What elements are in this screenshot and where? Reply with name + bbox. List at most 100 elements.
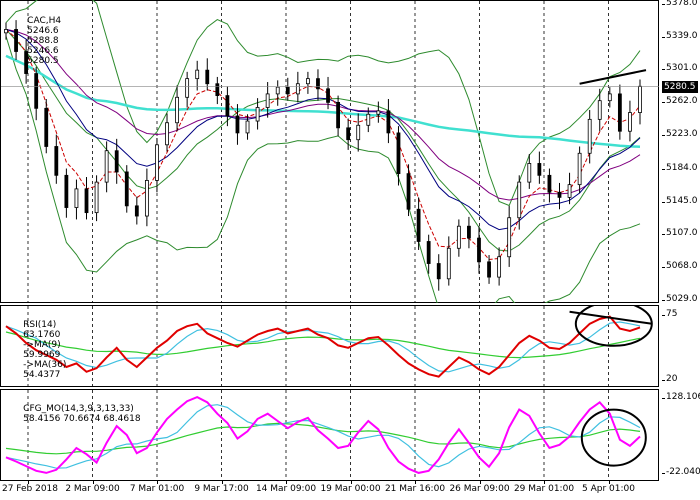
rsi-axis-label-high: 75 <box>666 309 678 319</box>
price-axis-tick <box>662 135 665 137</box>
candle-body <box>94 181 99 214</box>
rsi-axis-label-low: 20 <box>666 374 678 384</box>
candle-body <box>557 191 562 198</box>
candle-body <box>114 150 119 173</box>
candle-body <box>628 112 632 132</box>
time-axis-label: 26 Mar 09:00 <box>449 484 510 494</box>
price-axis-label: 5145.0 <box>666 195 698 206</box>
candle-body <box>456 225 461 249</box>
candle-body <box>185 78 190 98</box>
candle-body <box>205 69 210 85</box>
time-axis-tick <box>221 481 223 484</box>
time-axis-label: 29 Mar 01:00 <box>513 484 575 494</box>
price-chart-pane[interactable]: CAC,H4 5246.6 5288.8 5246.6 5280.5 <box>0 0 660 303</box>
rsi-line <box>5 315 641 378</box>
price-axis-label: 5223.0 <box>666 129 698 140</box>
price-axis-tick <box>662 233 665 235</box>
candle-body <box>537 163 542 176</box>
momentum-values: 58.4156 70.6674 68.4618 <box>23 414 141 424</box>
candle-body <box>215 83 220 96</box>
candle-body <box>617 93 622 132</box>
candle-body <box>597 100 602 120</box>
candle-body <box>175 96 179 124</box>
rsi-ma1-value: 59.9969 <box>23 350 61 360</box>
bollinger-lower-band <box>5 36 641 303</box>
momentum-signal-line <box>5 404 641 469</box>
candle-body <box>517 181 522 219</box>
candle-body <box>74 188 79 208</box>
time-axis-label: 2 Mar 09:00 <box>65 484 120 494</box>
candle-body <box>144 180 149 217</box>
candle-body <box>54 146 59 176</box>
quote-low: 5246.6 <box>27 46 59 56</box>
candle-body <box>507 217 512 258</box>
momentum-axis-label-low: -22.0406 <box>666 467 700 477</box>
rsi-value: 63.1760 <box>23 330 61 340</box>
candle-body <box>64 174 69 208</box>
rsi-name: RSI(14) <box>23 320 57 330</box>
candle-body <box>14 29 18 52</box>
price-legend: CAC,H4 5246.6 5288.8 5246.6 5280.5 <box>10 6 61 76</box>
candle-body <box>255 107 260 122</box>
candle-body <box>225 95 230 117</box>
rsi-pane[interactable]: RSI(14) 63.1760 ->MA(9) 59.9969 ->MA(36)… <box>0 305 660 387</box>
candle-body <box>577 152 582 186</box>
candle-body <box>346 127 351 141</box>
candle-body <box>567 184 572 198</box>
momentum-circle <box>580 408 647 467</box>
price-axis: 5378.0 5339.0 5301.0 5262.0 5223.0 5184.0 5145… <box>662 0 700 304</box>
time-axis-label: 7 Mar 01:00 <box>129 484 185 494</box>
time-axis-tick <box>544 481 545 484</box>
candle-body <box>638 85 642 113</box>
moving-average-slow <box>5 54 641 148</box>
time-axis: 27 Feb 2018 2 Mar 09:00 7 Mar 01:00 9 Mar 1… <box>0 481 660 500</box>
rsi-divergence-circle <box>574 305 653 347</box>
moving-average-fast <box>5 29 641 261</box>
price-axis-tick <box>662 201 665 203</box>
candle-body <box>607 93 612 102</box>
time-axis-tick <box>28 481 29 484</box>
momentum-line <box>5 396 641 474</box>
price-axis-label: 5107.0 <box>666 227 698 238</box>
price-axis-tick <box>662 4 665 5</box>
candle-body <box>306 78 310 85</box>
candle-body <box>527 163 532 183</box>
candle-body <box>124 171 129 207</box>
candle-body <box>467 225 471 239</box>
candle-body <box>446 247 451 280</box>
time-axis-label: 21 Mar 16:00 <box>384 484 446 494</box>
candle-body <box>295 83 300 95</box>
momentum-name: CFG_MO(14,3,9,3,13,33) <box>23 404 134 414</box>
price-axis-label: 5378.0 <box>666 0 698 8</box>
price-axis-label: 5029.0 <box>666 294 698 304</box>
momentum-axis-label-high: 128.1069 <box>666 392 700 402</box>
time-axis-label: 27 Feb 2018 <box>1 484 59 494</box>
candle-body <box>195 69 200 80</box>
candle-body <box>245 120 250 134</box>
candle-body <box>366 113 371 126</box>
price-chart-svg <box>1 0 659 303</box>
candle-body <box>386 110 391 134</box>
moving-average-50 <box>5 28 641 231</box>
candle-body <box>235 115 240 134</box>
time-axis-tick <box>479 481 481 484</box>
price-axis-label: 5301.0 <box>666 63 698 74</box>
rsi-ma2-label: ->MA(36) <box>23 360 67 370</box>
candle-body <box>497 256 502 278</box>
time-axis-tick <box>415 481 416 484</box>
candle-body <box>84 188 89 214</box>
rsi-trendline <box>569 310 653 325</box>
price-axis-tick <box>662 37 665 39</box>
quote-close: 5280.5 <box>27 56 59 66</box>
candle-body <box>326 88 330 103</box>
candle-body <box>34 73 39 109</box>
price-axis-tick <box>662 168 665 170</box>
momentum-pane[interactable]: CFG_MO(14,3,9,3,13,33) 58.4156 70.6674 6… <box>0 389 660 481</box>
candle-body <box>265 93 270 108</box>
time-axis-label: 19 Mar 00:00 <box>320 484 381 494</box>
candle-body <box>44 107 49 147</box>
rsi-legend: RSI(14) 63.1760 ->MA(9) 59.9969 ->MA(36)… <box>6 310 66 390</box>
candle-body <box>426 241 431 264</box>
time-axis-tick <box>608 481 610 484</box>
